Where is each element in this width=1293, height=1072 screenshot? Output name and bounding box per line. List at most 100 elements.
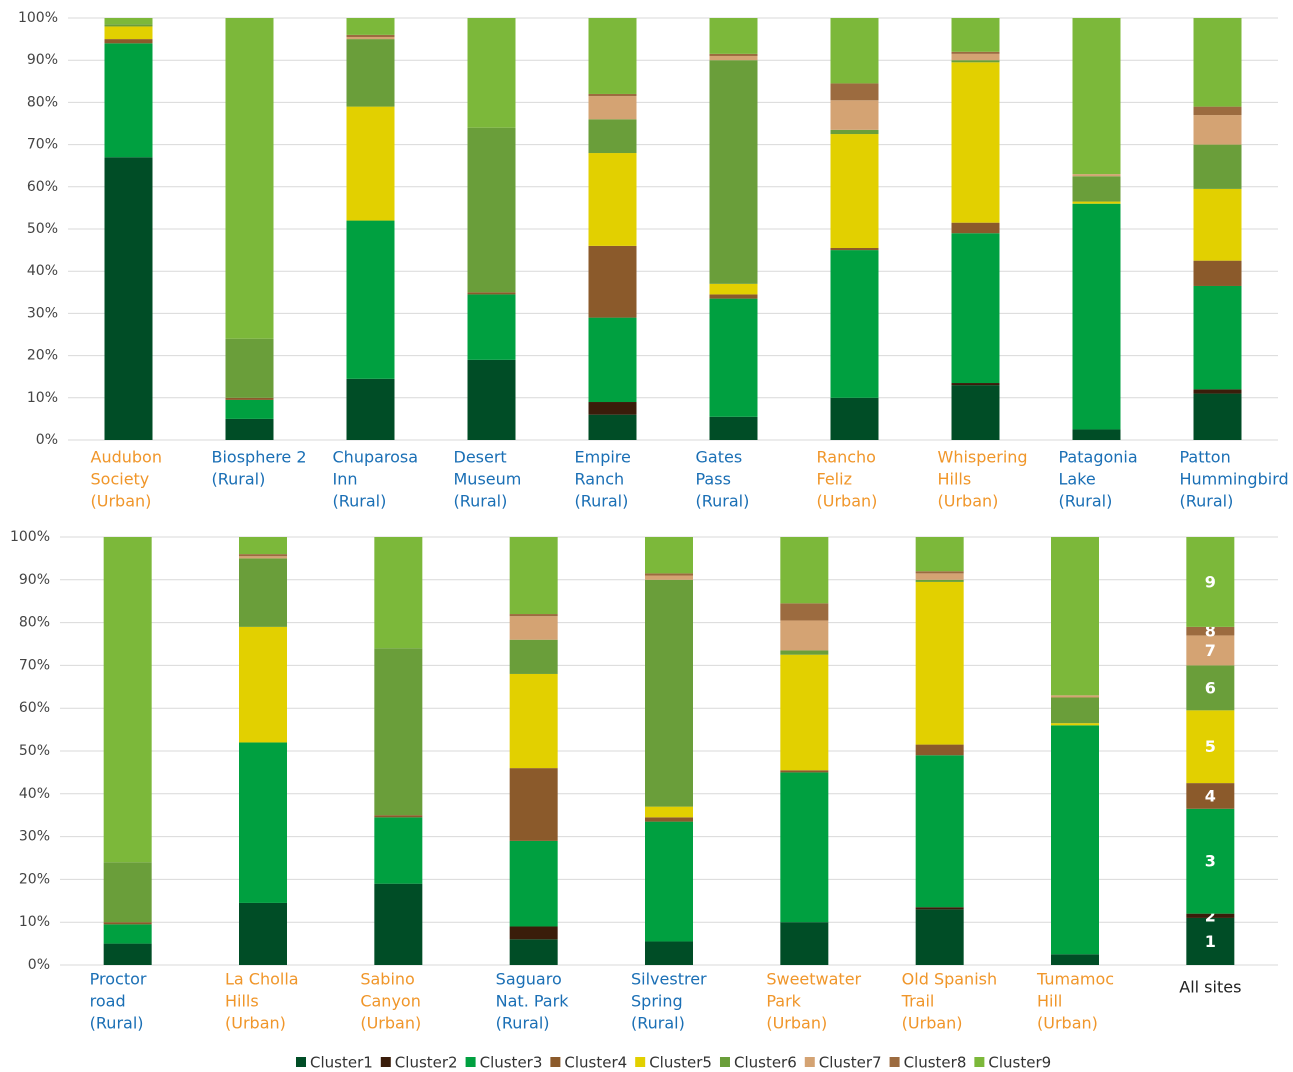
bar-segment — [830, 83, 879, 101]
x-tick-label: (Rural) — [333, 492, 387, 511]
x-tick-label: (Rural) — [575, 492, 629, 511]
bar-segment — [346, 34, 395, 37]
bar-segment — [509, 614, 558, 617]
bar-segment — [915, 755, 964, 908]
bar-segment — [239, 742, 287, 903]
x-tick-label: Biosphere 2 — [212, 448, 307, 467]
bar-segment — [1193, 188, 1242, 261]
bar-segment — [1072, 18, 1121, 175]
bar-segment — [509, 537, 558, 615]
bar-segment — [104, 24, 153, 27]
x-tick-label: (Urban) — [1037, 1014, 1098, 1033]
x-tick-label: (Rural) — [496, 1014, 550, 1033]
bar-segment — [374, 883, 423, 965]
bar-segment — [467, 127, 516, 293]
bar-segment — [509, 616, 558, 640]
bar-segment — [239, 558, 287, 627]
bar-segment — [1186, 665, 1235, 711]
y-tick-label: 50% — [19, 743, 50, 759]
bar-segment — [239, 626, 287, 743]
segment-label: 4 — [1205, 786, 1216, 805]
bar-segment — [1193, 144, 1242, 189]
bar-segment — [951, 51, 1000, 54]
bar-segment — [588, 18, 637, 94]
x-tick-label: Park — [766, 992, 801, 1011]
bar-segment — [103, 922, 152, 925]
y-tick-label: 60% — [19, 700, 50, 716]
bar-segment — [103, 943, 152, 965]
bar-segment — [951, 383, 1000, 386]
x-tick-label: Chuparosa — [333, 448, 419, 467]
legend-swatch — [719, 1057, 730, 1067]
bar-segment — [588, 93, 637, 97]
x-tick-label: Patton — [1180, 448, 1231, 467]
bar-segment — [709, 55, 758, 61]
x-tick-label: Sweetwater — [766, 970, 861, 989]
x-tick-label: Saguaro — [496, 970, 562, 989]
bar-segment — [104, 43, 153, 158]
legend-label: Cluster9 — [988, 1054, 1051, 1072]
bar-segment — [588, 96, 637, 120]
bar-segment — [467, 359, 516, 440]
bar-segment — [915, 573, 964, 580]
legend-swatch — [550, 1057, 561, 1067]
y-tick-label: 10% — [27, 390, 58, 406]
x-tick-label: Whispering — [938, 448, 1028, 467]
bar-segment — [1193, 389, 1242, 394]
x-tick-label: (Urban) — [225, 1014, 286, 1033]
bar-segment — [1072, 203, 1121, 430]
bar-segment — [915, 571, 964, 574]
bar-segment — [645, 941, 693, 965]
bar-segment — [645, 821, 693, 942]
bar-segment — [104, 39, 153, 44]
bar-segment — [225, 397, 274, 400]
x-tick-label: (Urban) — [817, 492, 878, 511]
x-tick-label: (Urban) — [902, 1014, 963, 1033]
bar-segment — [830, 134, 879, 248]
legend-swatch — [974, 1057, 985, 1067]
bar-segment — [645, 537, 693, 574]
legend-label: Cluster1 — [310, 1054, 373, 1072]
x-tick-label: Feliz — [817, 470, 852, 489]
x-tick-label: (Rural) — [1059, 492, 1113, 511]
x-tick-label: La Cholla — [225, 970, 299, 989]
bar-segment — [1186, 626, 1235, 636]
bar-segment — [830, 247, 879, 251]
x-tick-label: (Rural) — [212, 470, 266, 489]
bar-segment — [951, 233, 1000, 384]
bar-segment — [645, 573, 693, 576]
y-tick-label: 20% — [27, 348, 58, 364]
bar-segment — [467, 294, 516, 360]
bar-segment — [103, 862, 152, 923]
x-tick-label: Silvestrer — [631, 970, 707, 989]
y-tick-label: 70% — [27, 137, 58, 153]
bar-segment — [1051, 695, 1099, 698]
y-tick-label: 60% — [27, 179, 58, 195]
segment-label: 2 — [1205, 906, 1216, 925]
x-tick-label: (Rural) — [696, 492, 750, 511]
legend-label: Cluster2 — [395, 1054, 458, 1072]
bar-segment — [346, 36, 395, 40]
x-tick-label: (Rural) — [631, 1014, 685, 1033]
bar-segment — [1193, 18, 1242, 107]
legend-label: Cluster8 — [904, 1054, 967, 1072]
x-tick-label: Museum — [454, 470, 522, 489]
legend-swatch — [889, 1057, 900, 1067]
bar-segment — [709, 416, 758, 440]
bar-segment — [1072, 174, 1121, 177]
x-tick-label: Sabino — [360, 970, 415, 989]
x-tick-label: (Rural) — [454, 492, 508, 511]
y-tick-label: 40% — [19, 786, 50, 802]
bar-segment — [1072, 201, 1121, 204]
bar-segment — [467, 292, 516, 295]
x-tick-label: Old Spanish — [902, 970, 997, 989]
bar-segment — [509, 840, 558, 927]
bar-segment — [830, 250, 879, 398]
legend-label: Cluster6 — [734, 1054, 797, 1072]
x-tick-label: Trail — [901, 992, 935, 1011]
bar-segment — [780, 537, 829, 604]
x-tick-label: Hills — [225, 992, 259, 1011]
bar-segment — [915, 744, 964, 756]
bar-segment — [509, 639, 558, 674]
bar-segment — [951, 53, 1000, 61]
